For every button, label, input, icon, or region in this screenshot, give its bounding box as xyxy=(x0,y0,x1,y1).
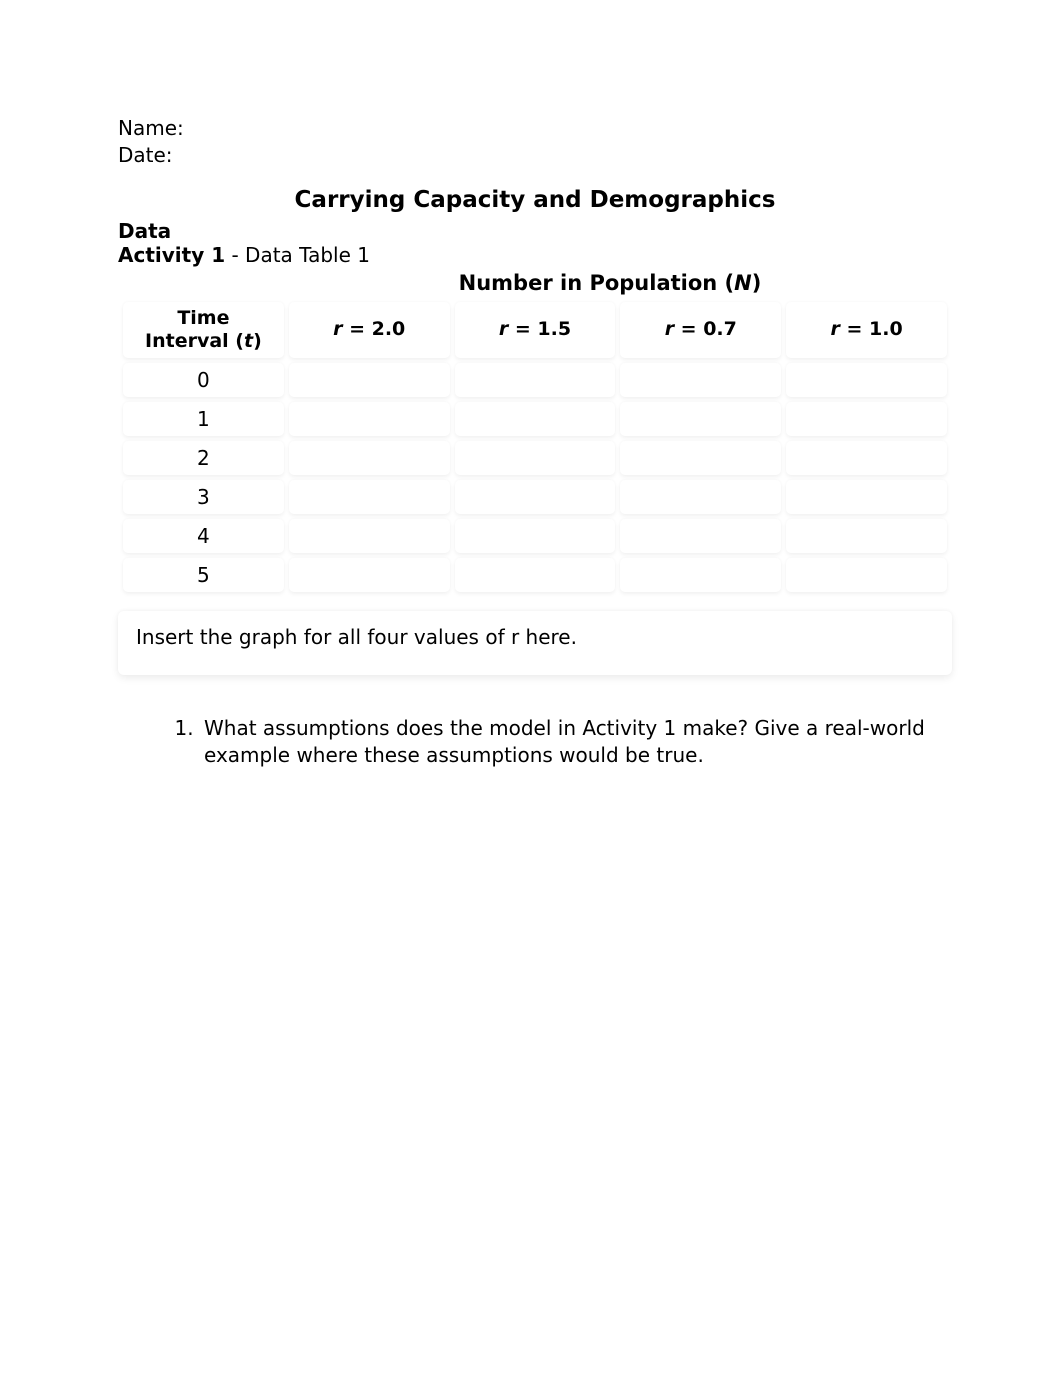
cell xyxy=(455,519,616,553)
cell xyxy=(289,480,450,514)
table-row: 5 xyxy=(123,558,947,592)
cell xyxy=(620,441,781,475)
cell xyxy=(786,480,947,514)
cell xyxy=(786,519,947,553)
cell xyxy=(289,519,450,553)
activity-bold: Activity 1 xyxy=(118,243,225,267)
page-title: Carrying Capacity and Demographics xyxy=(118,187,952,213)
cell xyxy=(786,558,947,592)
cell xyxy=(620,558,781,592)
table-row: 3 xyxy=(123,480,947,514)
col-header-r4-eq: = 1.0 xyxy=(840,318,903,340)
activity-rest: - Data Table 1 xyxy=(225,243,370,267)
table-super-title: Number in Population (N) xyxy=(118,271,952,295)
cell xyxy=(455,558,616,592)
question-list: What assumptions does the model in Activ… xyxy=(156,715,952,769)
cell xyxy=(289,402,450,436)
table-row: 4 xyxy=(123,519,947,553)
data-table-wrap: Number in Population (N) Time Interval (… xyxy=(118,271,952,597)
cell xyxy=(455,363,616,397)
table-title-suffix: ) xyxy=(752,271,762,295)
question-item: What assumptions does the model in Activ… xyxy=(200,715,952,769)
col-header-r3: r = 0.7 xyxy=(620,302,781,358)
col-header-r4: r = 1.0 xyxy=(786,302,947,358)
col-header-r2: r = 1.5 xyxy=(455,302,616,358)
cell xyxy=(620,480,781,514)
cell-t: 2 xyxy=(123,441,284,475)
col-header-r4-var: r xyxy=(831,318,840,340)
cell-t: 4 xyxy=(123,519,284,553)
col-header-r3-eq: = 0.7 xyxy=(674,318,737,340)
data-table: Time Interval (t) r = 2.0 r = 1.5 r = 0.… xyxy=(118,297,952,597)
cell xyxy=(455,480,616,514)
col-header-time-line2-suffix: ) xyxy=(253,330,262,352)
cell xyxy=(620,519,781,553)
table-row: 1 xyxy=(123,402,947,436)
col-header-r1-eq: = 2.0 xyxy=(342,318,405,340)
col-header-r2-eq: = 1.5 xyxy=(508,318,571,340)
table-row: 0 xyxy=(123,363,947,397)
question-block: What assumptions does the model in Activ… xyxy=(118,715,952,769)
table-title-var: N xyxy=(734,271,752,295)
table-title-prefix: Number in Population ( xyxy=(459,271,735,295)
header-info: Name: Date: xyxy=(118,115,952,169)
cell xyxy=(620,363,781,397)
col-header-time-var: t xyxy=(244,330,253,352)
col-header-time-line2-prefix: Interval ( xyxy=(145,330,244,352)
col-header-time-line1: Time xyxy=(177,307,229,329)
cell-t: 0 xyxy=(123,363,284,397)
graph-placeholder: Insert the graph for all four values of … xyxy=(118,611,952,675)
date-label: Date: xyxy=(118,142,952,169)
name-label: Name: xyxy=(118,115,952,142)
cell xyxy=(620,402,781,436)
col-header-r3-var: r xyxy=(665,318,674,340)
cell xyxy=(289,363,450,397)
cell xyxy=(786,402,947,436)
cell xyxy=(289,558,450,592)
activity-line: Activity 1 - Data Table 1 xyxy=(118,243,952,267)
cell-t: 1 xyxy=(123,402,284,436)
col-header-time: Time Interval (t) xyxy=(123,302,284,358)
section-data-label: Data xyxy=(118,219,952,243)
table-header-row: Time Interval (t) r = 2.0 r = 1.5 r = 0.… xyxy=(123,302,947,358)
table-row: 2 xyxy=(123,441,947,475)
cell xyxy=(455,402,616,436)
col-header-r1: r = 2.0 xyxy=(289,302,450,358)
col-header-r2-var: r xyxy=(499,318,508,340)
cell-t: 5 xyxy=(123,558,284,592)
cell xyxy=(786,441,947,475)
cell-t: 3 xyxy=(123,480,284,514)
cell xyxy=(455,441,616,475)
cell xyxy=(289,441,450,475)
cell xyxy=(786,363,947,397)
